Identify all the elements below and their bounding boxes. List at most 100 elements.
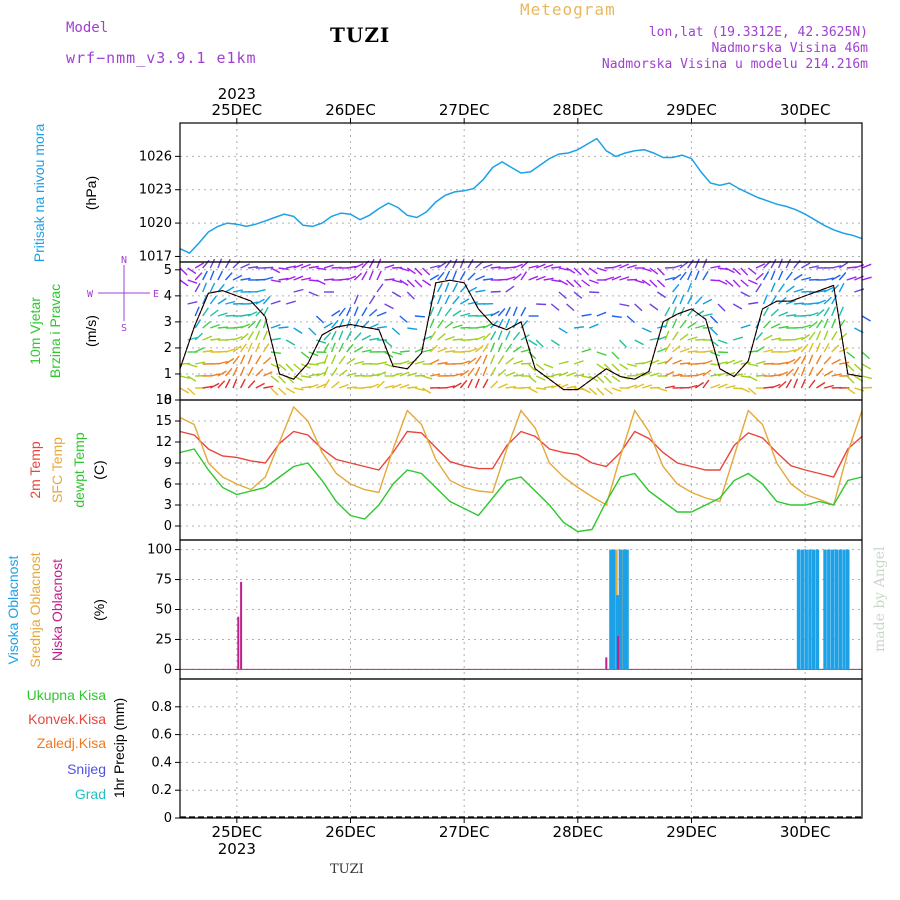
wind-arrow	[588, 387, 598, 396]
wind-arrow	[497, 368, 507, 377]
wind-arrow	[619, 263, 629, 269]
wind-arrow	[293, 275, 304, 281]
wind-arrow	[384, 303, 394, 310]
wind-arrow	[459, 258, 465, 269]
wind-arrow	[793, 288, 804, 293]
wind-arrow	[785, 299, 796, 305]
wind-arrow	[399, 371, 410, 377]
wind-arrow	[187, 301, 198, 305]
model-name: wrf−nmm_v3.9.1 e1km	[66, 49, 257, 67]
wind-arrow	[210, 338, 221, 341]
wind-arrow	[823, 277, 835, 281]
wind-arrow	[232, 274, 243, 281]
wind-arrow	[801, 262, 811, 269]
wind-arrow	[823, 330, 829, 341]
wind-arrow	[709, 327, 718, 336]
wind-arrow	[209, 270, 215, 281]
wind-arrow	[353, 272, 363, 281]
wind-arrow	[808, 342, 814, 353]
wind-arrow	[293, 327, 303, 334]
rose-s: S	[121, 323, 127, 334]
wind-arrow	[785, 379, 792, 389]
rose-n: N	[121, 255, 127, 266]
wind-arrow	[346, 343, 354, 353]
date-label-top: 28DEC	[553, 101, 604, 119]
wind-arrow	[535, 339, 544, 348]
wind-arrow	[679, 306, 686, 317]
wind-arrow	[785, 258, 792, 269]
wind-arrow	[444, 307, 452, 317]
wind-arrow	[232, 345, 242, 353]
high-cloud-bar	[815, 549, 820, 670]
wind-arrow	[285, 265, 297, 269]
wind-arrow	[740, 279, 749, 287]
legend-graupel: Grad	[74, 786, 106, 802]
wind-arrow	[293, 288, 304, 293]
wind-arrow	[611, 387, 622, 393]
y-tick-label: 0.6	[151, 728, 172, 743]
wind-arrow	[657, 387, 668, 392]
wind-arrow	[687, 336, 698, 341]
wind-arrow	[270, 300, 281, 305]
wind-arrow	[452, 382, 462, 389]
wind-arrow	[671, 294, 678, 305]
wind-arrow	[331, 367, 338, 377]
wind-arrow	[300, 351, 310, 359]
wind-arrow	[474, 355, 482, 365]
wind-arrow	[611, 375, 621, 383]
wind-arrow	[217, 297, 227, 305]
wind-arrow	[437, 333, 446, 341]
wind-arrow	[777, 258, 783, 269]
wind-unit: (m/s)	[83, 315, 99, 347]
wind-arrow	[694, 258, 700, 269]
wind-arrow	[429, 306, 435, 317]
wind-arrow	[831, 331, 838, 341]
wind-arrow	[459, 379, 468, 389]
wind-arrow	[399, 279, 409, 286]
wind-arrow	[278, 326, 289, 329]
wind-arrow	[414, 315, 425, 318]
product-title: Meteogram	[520, 0, 616, 19]
wind-arrow	[369, 383, 379, 389]
wind-arrow	[710, 265, 721, 269]
wind-arrow	[240, 277, 251, 281]
wind-arrow	[239, 378, 246, 389]
wind-arrow	[490, 310, 500, 317]
high-cloud-bar	[622, 549, 626, 670]
panel-frame	[179, 678, 863, 819]
wind-arrow	[475, 275, 485, 281]
wind-arrow	[225, 286, 235, 293]
wind-arrow	[369, 337, 380, 341]
wind-arrow	[194, 272, 203, 281]
wind-arrow	[823, 356, 832, 365]
wind-arrow	[429, 373, 441, 377]
wind-arrow	[247, 311, 258, 317]
wind-arrow	[232, 335, 243, 341]
wind-arrow	[224, 367, 233, 377]
wind-arrow	[316, 339, 327, 344]
wind-arrow	[626, 384, 637, 389]
wind-arrow	[512, 273, 522, 281]
wind-arrow	[762, 271, 770, 281]
wind-arrow	[308, 373, 319, 377]
wind-arrow	[255, 382, 265, 389]
date-label-bottom: 27DEC	[439, 823, 490, 841]
wind-arrow	[588, 323, 599, 329]
wind-arrow	[641, 360, 652, 365]
wind-arrow	[232, 289, 243, 293]
rose-e: E	[153, 289, 159, 300]
wind-arrow	[831, 265, 842, 269]
wind-arrow	[603, 363, 612, 372]
wind-arrow	[330, 330, 337, 341]
wind-arrow	[649, 372, 660, 377]
wind-arrow	[482, 366, 488, 377]
wind-arrow	[649, 267, 659, 275]
high-cloud-bar	[609, 549, 613, 670]
wind-arrow	[831, 274, 841, 281]
wind-arrow	[361, 270, 368, 281]
wind-arrow	[777, 270, 784, 281]
legend-convective-rain: Konvek.Kisa	[28, 711, 106, 727]
high-cloud-bar	[612, 549, 616, 670]
wind-arrow	[194, 319, 202, 329]
high-cloud-bar	[800, 549, 805, 670]
